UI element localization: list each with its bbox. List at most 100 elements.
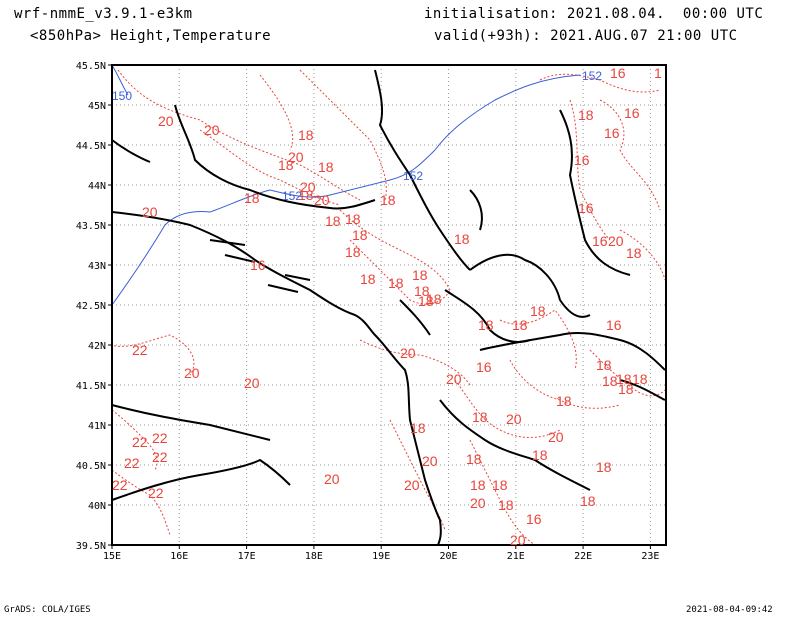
islands-dalmatia-2	[224, 254, 256, 263]
temperature-label: 18	[380, 192, 396, 208]
temperature-label: 18	[412, 267, 428, 283]
temperature-label: 20	[470, 495, 486, 511]
temperature-label: 18	[472, 409, 488, 425]
temperature-label: 18	[352, 227, 368, 243]
border-north-macedonia	[479, 331, 666, 371]
temperature-label: 20	[314, 192, 330, 208]
temperature-label: 18	[325, 213, 341, 229]
temperature-label: 20	[244, 375, 260, 391]
temperature-label: 20	[288, 149, 304, 165]
temperature-label: 18	[418, 293, 434, 309]
temp-contour	[259, 74, 294, 151]
lat-tick-label: 40.5N	[76, 461, 106, 472]
temperature-label: 20	[422, 453, 438, 469]
lon-tick-label: 22E	[574, 551, 592, 562]
temperature-label: 20	[300, 179, 316, 195]
height-labels: 150 152 152 152	[112, 69, 602, 203]
temperature-label: 20	[510, 532, 526, 548]
temperature-label: 22	[152, 449, 168, 465]
temperature-label: 20	[506, 411, 522, 427]
temperature-label: 18	[478, 317, 494, 333]
lon-tick-label: 23E	[641, 551, 659, 562]
lat-tick-label: 40N	[88, 501, 106, 512]
temp-contour	[117, 69, 361, 201]
temperature-label: 18	[512, 317, 528, 333]
temperature-label: 18	[618, 381, 634, 397]
lat-tick-label: 45.5N	[76, 61, 106, 72]
temp-contour	[509, 359, 621, 409]
temperature-label: 22	[124, 455, 140, 471]
temperature-label: 18	[632, 371, 648, 387]
temperature-label: 22	[112, 477, 128, 493]
river-danube	[469, 189, 483, 231]
coastline-italy	[111, 458, 291, 501]
temperature-label: 18	[596, 357, 612, 373]
temperature-label: 18	[298, 187, 314, 203]
temperature-label: 20	[142, 204, 158, 220]
islands-dalmatia-1	[209, 239, 246, 246]
temperature-label: 18	[454, 231, 470, 247]
temperature-label: 18	[626, 245, 642, 261]
temperature-label: 22	[152, 430, 168, 446]
temperature-label: 16	[604, 125, 620, 141]
lon-tick-label: 18E	[305, 551, 323, 562]
temperature-label: 20	[400, 345, 416, 361]
coastlines-borders	[111, 69, 666, 546]
lat-tick-label: 41.5N	[76, 381, 106, 392]
temperature-label: 20	[158, 113, 174, 129]
lon-tick-label: 20E	[439, 551, 457, 562]
temperature-label: 18	[578, 107, 594, 123]
temperature-label: 16	[250, 257, 266, 273]
longitude-ticks: 15E 16E 17E 18E 19E 20E 21E 22E 23E	[103, 545, 659, 562]
temperature-label: 18	[298, 127, 314, 143]
temp-contour	[199, 129, 341, 206]
height-contour-150	[111, 189, 271, 306]
lon-tick-label: 15E	[103, 551, 121, 562]
islands-dalmatia-4	[284, 274, 311, 281]
height-label: 150	[112, 89, 132, 103]
lat-tick-label: 42.5N	[76, 301, 106, 312]
temperature-label: 18	[426, 291, 442, 307]
island-north	[111, 139, 151, 163]
border-bosnia	[374, 69, 471, 271]
temperature-label: 20	[608, 233, 624, 249]
temp-contour	[111, 469, 171, 536]
temp-contour	[339, 209, 451, 291]
temperature-label: 18	[556, 393, 572, 409]
temperature-label: 16	[574, 152, 590, 168]
temp-contour	[111, 409, 158, 471]
temperature-label: 18	[360, 271, 376, 287]
border-kosovo	[444, 289, 531, 343]
temp-contour	[349, 239, 451, 305]
temp-contour	[359, 339, 471, 386]
temperature-label: 22	[132, 434, 148, 450]
temperature-label: 1	[654, 65, 662, 81]
height-label: 152	[282, 189, 302, 203]
temperature-label: 16	[578, 200, 594, 216]
temperature-label: 18	[602, 373, 618, 389]
height-contour-150-north	[111, 64, 129, 96]
temperature-label: 16	[476, 359, 492, 375]
temperature-contours	[109, 69, 666, 546]
lat-tick-label: 45N	[88, 101, 106, 112]
lat-tick-label: 41N	[88, 421, 106, 432]
temperature-label: 20	[184, 365, 200, 381]
temperature-label: 18	[580, 493, 596, 509]
border-greece-north	[619, 379, 666, 401]
lon-tick-label: 16E	[170, 551, 188, 562]
temperature-label: 18	[345, 211, 361, 227]
temperature-label: 22	[132, 342, 148, 358]
temperature-label: 16	[606, 317, 622, 333]
temperature-label: 20	[446, 371, 462, 387]
field-title: <850hPa> Height,Temperature	[30, 28, 272, 44]
height-contours	[111, 64, 581, 306]
border-croatia	[174, 104, 376, 210]
lon-tick-label: 17E	[238, 551, 256, 562]
temperature-label: 18	[498, 497, 514, 513]
lat-tick-label: 43.5N	[76, 221, 106, 232]
lat-tick-label: 44.5N	[76, 141, 106, 152]
temperature-label: 18	[410, 420, 426, 436]
temperature-label: 16	[624, 105, 640, 121]
grid-lines	[112, 65, 666, 545]
